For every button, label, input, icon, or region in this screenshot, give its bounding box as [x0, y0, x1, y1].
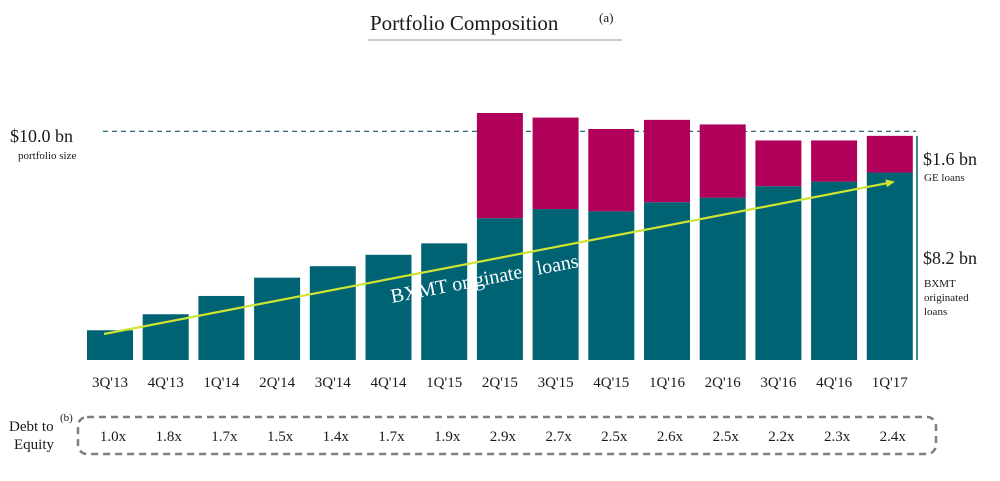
- bar-bxmt-4: [309, 266, 356, 360]
- bar-ge-14: [866, 135, 913, 173]
- x-tick-labels: 3Q'13 4Q'13 1Q'14 2Q'14 3Q'14 4Q'14 1Q'15 2Q'15…: [92, 375, 908, 391]
- x-tick-label: 2Q'16: [705, 375, 742, 391]
- bar-bxmt-8: [532, 209, 579, 360]
- x-tick-label: 4Q'14: [370, 375, 407, 391]
- bar-ge-8: [532, 117, 579, 210]
- chart-title: Portfolio Composition: [370, 11, 559, 35]
- x-tick-label: 3Q'15: [538, 375, 574, 391]
- bxmt-loans-label-line1: BXMT: [924, 278, 956, 290]
- x-tick-label: 3Q'14: [315, 375, 352, 391]
- debt-to-equity-value: 1.8x: [156, 429, 183, 445]
- x-tick-label: 2Q'15: [482, 375, 518, 391]
- debt-to-equity-value: 2.9x: [490, 429, 517, 445]
- bar-bxmt-6: [421, 243, 468, 360]
- bar-ge-10: [644, 119, 690, 203]
- x-tick-label: 1Q'15: [426, 375, 462, 391]
- debt-to-equity-label-note: (b): [60, 412, 73, 424]
- bar-bxmt-3: [254, 277, 301, 360]
- growth-arrow: [103, 179, 895, 336]
- chart-title-note: (a): [599, 10, 613, 25]
- debt-to-equity-box: [76, 415, 938, 456]
- debt-to-equity-value: 1.7x: [378, 429, 405, 445]
- bxmt-loans-label-line3: loans: [924, 306, 947, 318]
- portfolio-size-label: portfolio size: [18, 150, 76, 162]
- ge-loans-label: GE loans: [924, 172, 965, 184]
- x-tick-label: 3Q'16: [760, 375, 797, 391]
- bar-bxmt-5: [365, 254, 412, 360]
- bar-ge-7: [476, 113, 523, 219]
- debt-to-equity-label-line1: Debt to: [9, 419, 54, 435]
- debt-to-equity-value: 2.7x: [545, 429, 572, 445]
- debt-to-equity-value: 2.6x: [657, 429, 684, 445]
- debt-to-equity-value: 2.4x: [880, 429, 907, 445]
- bar-ge-12: [755, 140, 802, 187]
- x-tick-label: 2Q'14: [259, 375, 296, 391]
- x-tick-label: 4Q'15: [593, 375, 629, 391]
- x-tick-label: 3Q'13: [92, 375, 128, 391]
- bar-ge-11: [699, 124, 746, 198]
- debt-to-equity-value: 1.0x: [100, 429, 127, 445]
- bars-layer: [87, 113, 913, 360]
- debt-to-equity-value: 2.2x: [768, 429, 795, 445]
- debt-to-equity-value: 2.5x: [713, 429, 740, 445]
- bar-bxmt-7: [476, 218, 523, 360]
- debt-to-equity-values: 1.0x 1.8x 1.7x 1.5x 1.4x 1.7x 1.9x 2.9x 2.7x 2.5x…: [100, 429, 907, 445]
- bxmt-loans-value: $8.2 bn: [923, 248, 977, 268]
- debt-to-equity-value: 1.7x: [211, 429, 238, 445]
- bar-bxmt-2: [198, 295, 245, 360]
- debt-to-equity-value: 2.5x: [601, 429, 628, 445]
- debt-to-equity-label-line2: Equity: [14, 437, 54, 453]
- bar-bxmt-13: [811, 181, 858, 360]
- bar-bxmt-14: [866, 172, 913, 360]
- bar-ge-9: [588, 129, 635, 212]
- x-tick-label: 4Q'13: [148, 375, 184, 391]
- x-tick-label: 1Q'17: [872, 375, 909, 391]
- debt-to-equity-value: 2.3x: [824, 429, 851, 445]
- x-tick-label: 1Q'14: [203, 375, 240, 391]
- bar-bxmt-11: [699, 197, 746, 360]
- ge-loans-value: $1.6 bn: [923, 149, 977, 169]
- x-tick-label: 1Q'16: [649, 375, 686, 391]
- debt-to-equity-value: 1.4x: [323, 429, 350, 445]
- bxmt-loans-label-line2: originated: [924, 292, 969, 304]
- debt-to-equity-value: 1.9x: [434, 429, 461, 445]
- bar-bxmt-0: [87, 330, 133, 360]
- portfolio-size-value: $10.0 bn: [10, 126, 73, 146]
- x-tick-label: 4Q'16: [816, 375, 853, 391]
- bar-ge-13: [811, 140, 858, 182]
- bar-bxmt-12: [755, 186, 802, 360]
- debt-to-equity-value: 1.5x: [267, 429, 294, 445]
